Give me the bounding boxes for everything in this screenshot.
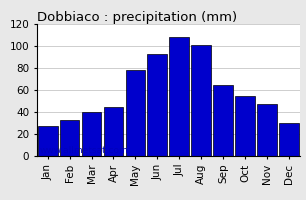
- Bar: [213, 84, 233, 156]
- Bar: [82, 112, 101, 156]
- Bar: [147, 54, 167, 156]
- Bar: [125, 70, 145, 156]
- Bar: [104, 106, 123, 156]
- Bar: [257, 104, 277, 156]
- Bar: [38, 126, 58, 156]
- Bar: [191, 45, 211, 156]
- Bar: [279, 123, 299, 156]
- Bar: [235, 96, 255, 156]
- Text: Dobbiaco : precipitation (mm): Dobbiaco : precipitation (mm): [37, 11, 237, 24]
- Bar: [170, 37, 189, 156]
- Text: www.allmetsat.com: www.allmetsat.com: [39, 146, 128, 155]
- Bar: [60, 120, 80, 156]
